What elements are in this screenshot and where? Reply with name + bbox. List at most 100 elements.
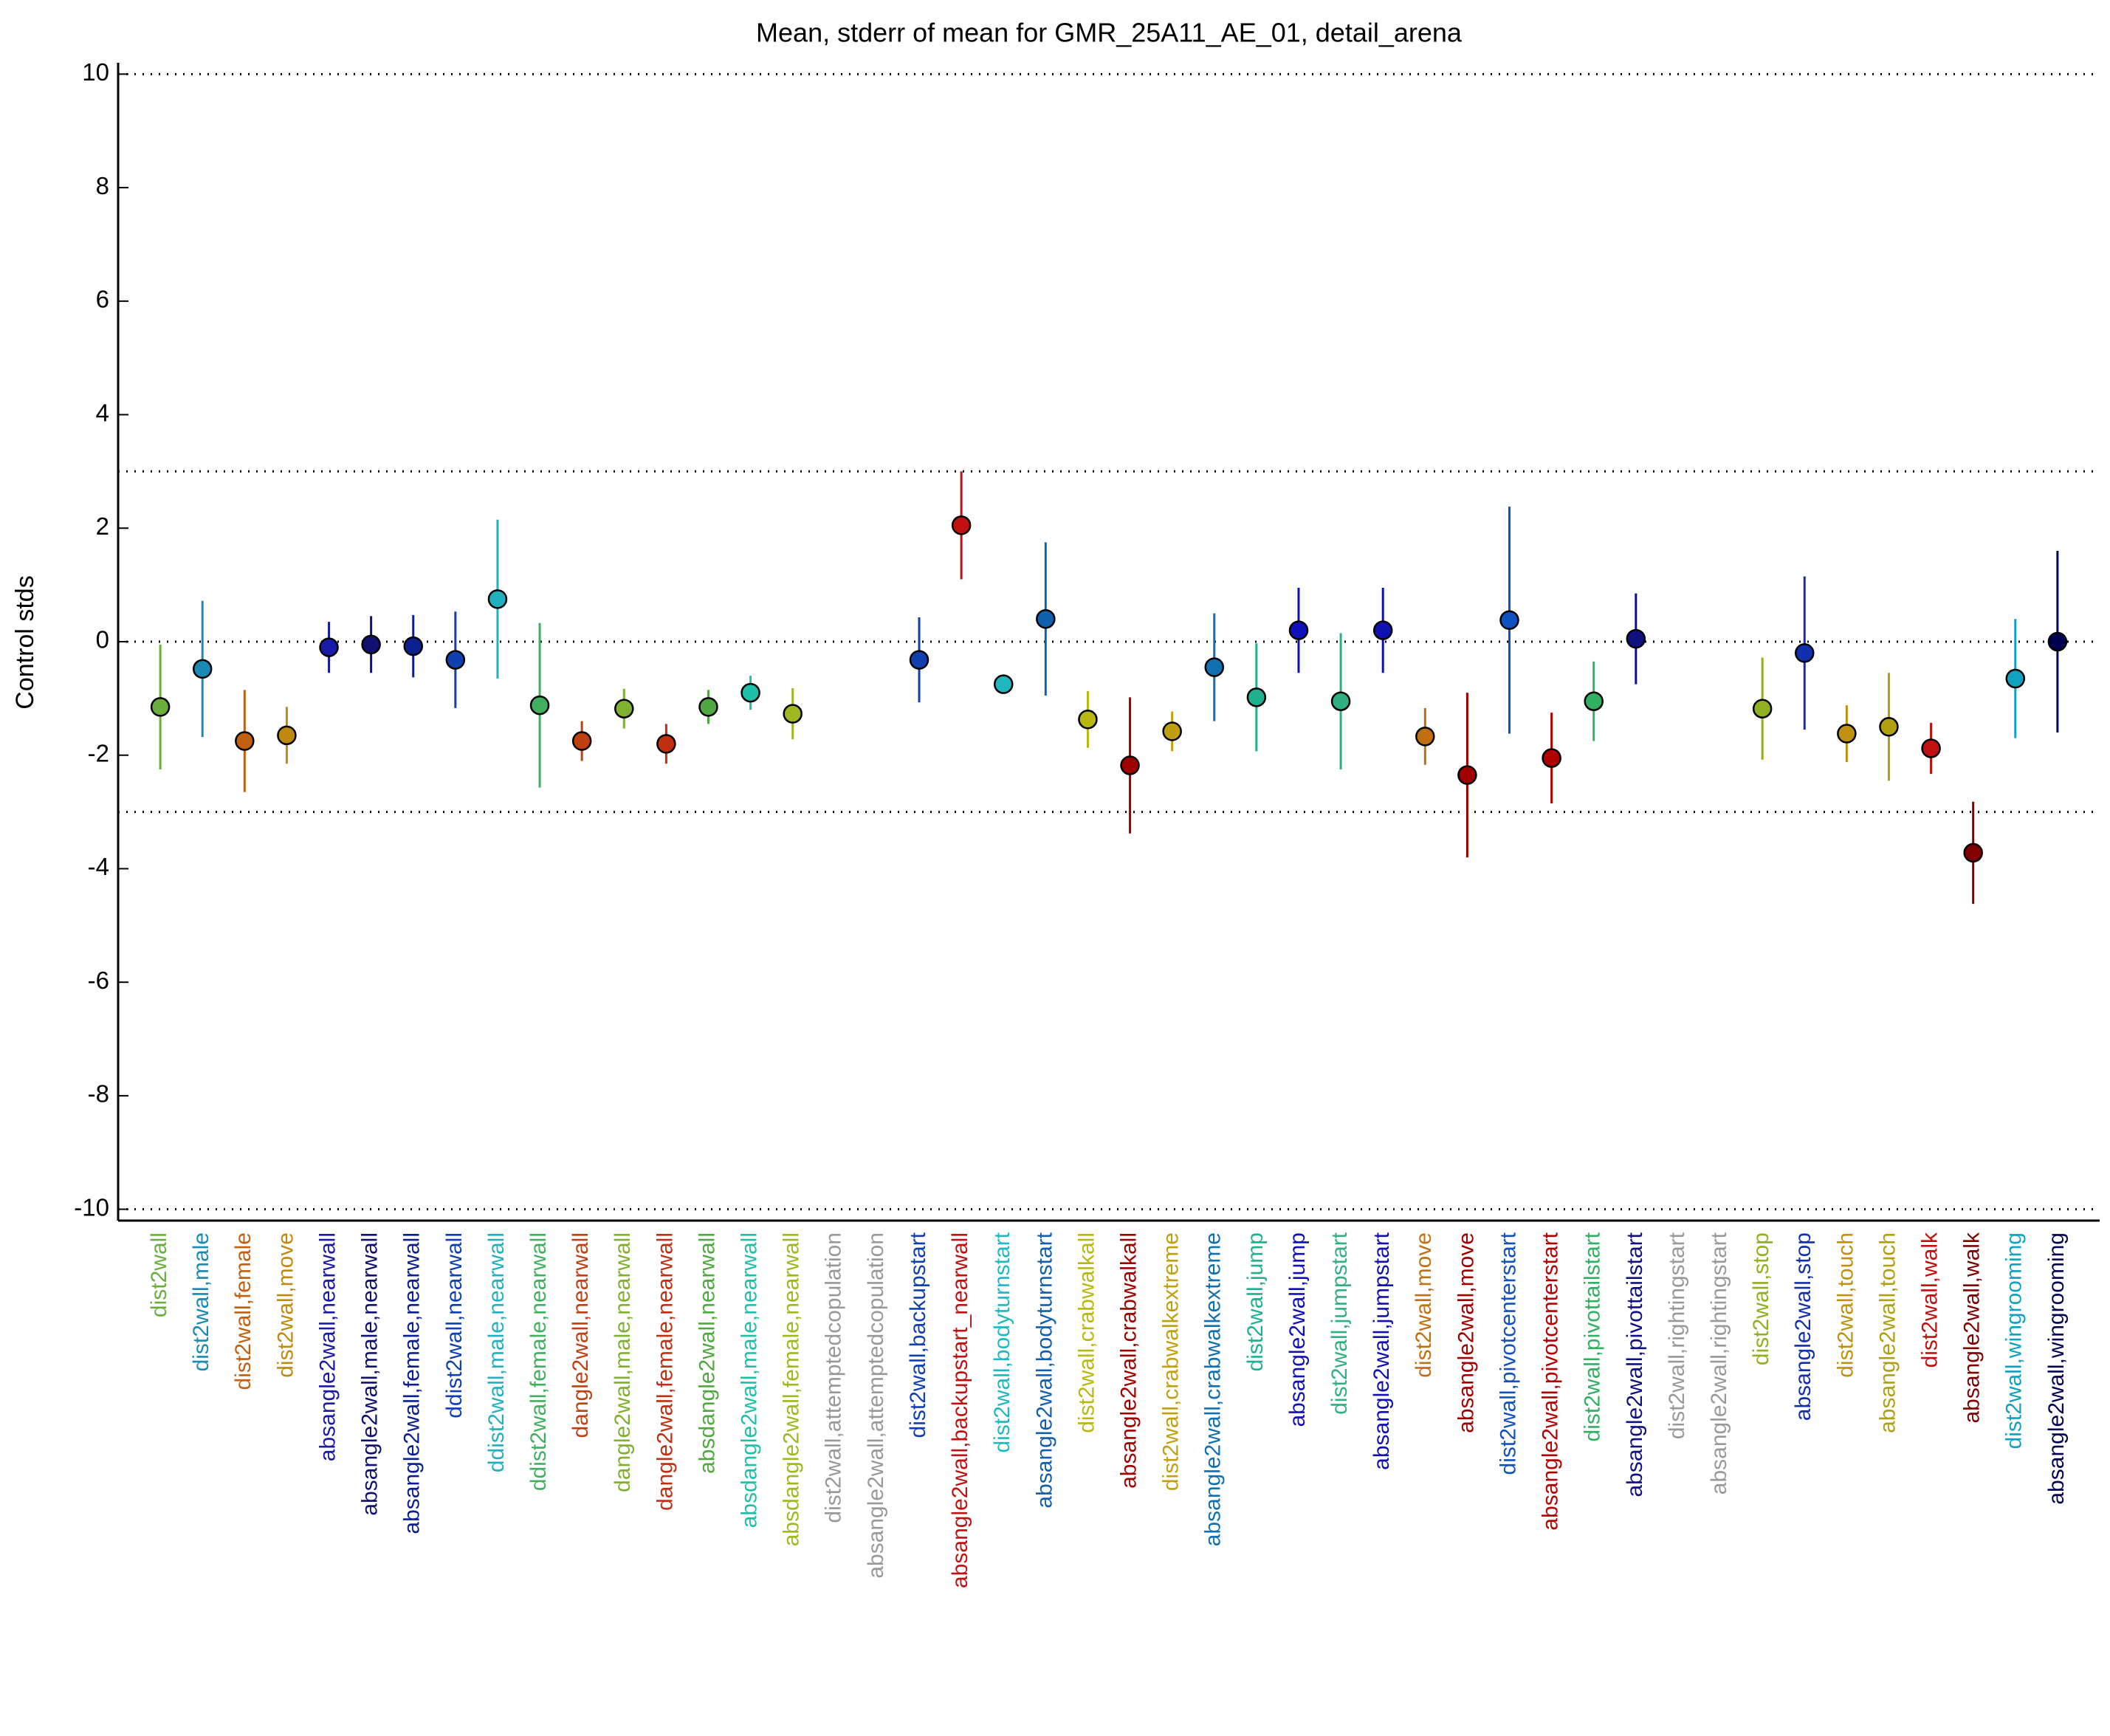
mean-marker <box>1752 699 1773 718</box>
x-tick-label: absdangle2wall,male,nearwall <box>738 1232 762 1528</box>
x-tick-label: dist2wall,pivottailstart <box>1581 1232 1605 1441</box>
x-tick-label: absangle2wall,touch <box>1875 1232 1900 1433</box>
x-tick-label: dist2wall,rightingstart <box>1665 1232 1689 1439</box>
x-tick-label: absangle2wall,move <box>1454 1232 1478 1433</box>
mean-marker <box>783 704 803 724</box>
x-tick-label: absangle2wall,walk <box>1960 1232 1984 1423</box>
x-tick-label: absangle2wall,female,nearwall <box>400 1232 425 1534</box>
chart-title: Mean, stderr of mean for GMR_25A11_AE_01… <box>756 18 1463 48</box>
x-tick-label: absangle2wall,pivottailstart <box>1623 1232 1647 1497</box>
mean-marker <box>1330 691 1351 711</box>
mean-marker <box>2047 631 2068 652</box>
x-tick-label: absangle2wall,stop <box>1791 1232 1815 1421</box>
mean-marker <box>740 682 760 703</box>
x-tick-label: absdangle2wall,nearwall <box>695 1232 719 1474</box>
mean-marker <box>909 650 929 670</box>
mean-marker <box>1036 609 1056 629</box>
x-tick-label: dist2wall,wingrooming <box>2002 1232 2027 1449</box>
x-tick-label: dangle2wall,female,nearwall <box>653 1232 677 1511</box>
mean-marker <box>614 699 634 718</box>
x-tick-label: dist2wall,pivotcenterstart <box>1496 1232 1520 1475</box>
y-tick-label: 4 <box>96 399 109 426</box>
mean-marker <box>192 659 213 679</box>
mean-marker <box>1584 691 1604 711</box>
mean-marker <box>656 734 676 754</box>
mean-marker <box>403 636 423 656</box>
mean-marker <box>698 697 718 717</box>
y-tick-label: -4 <box>88 853 109 880</box>
x-tick-label: absangle2wall,crabwalkextreme <box>1201 1232 1226 1546</box>
mean-marker <box>1204 657 1225 677</box>
x-tick-label: absangle2wall,crabwalkall <box>1116 1232 1141 1489</box>
mean-marker <box>571 731 592 751</box>
mean-marker <box>1246 687 1267 707</box>
mean-marker <box>1921 738 1941 758</box>
x-tick-label: dist2wall,jump <box>1243 1232 1268 1371</box>
x-tick-label: dist2wall,backupstart <box>906 1232 930 1438</box>
x-tick-label: absangle2wall,male,nearwall <box>358 1232 382 1516</box>
mean-marker <box>1626 628 1646 649</box>
mean-marker <box>951 515 972 535</box>
y-axis-label: Control stds <box>11 575 39 709</box>
x-tick-label: dist2wall,walk <box>1917 1232 1942 1368</box>
x-tick-label: dist2wall,crabwalkall <box>1074 1232 1099 1433</box>
x-tick-label: absangle2wall,nearwall <box>315 1232 340 1461</box>
mean-marker <box>1078 710 1098 730</box>
x-tick-label: absangle2wall,attemptedcopulation <box>864 1232 888 1579</box>
mean-marker <box>1162 721 1182 741</box>
x-tick-label: absangle2wall,jumpstart <box>1370 1232 1394 1470</box>
x-tick-label: absangle2wall,backupstart_nearwall <box>948 1232 972 1588</box>
mean-marker <box>150 697 171 717</box>
mean-marker <box>445 650 466 670</box>
x-tick-label: dist2wall,bodyturnstart <box>990 1232 1014 1452</box>
y-tick-label: 0 <box>96 626 109 653</box>
y-tick-label: 8 <box>96 172 109 199</box>
mean-marker <box>1879 717 1899 737</box>
mean-marker <box>1120 755 1140 775</box>
mean-marker <box>1499 610 1519 631</box>
x-tick-label: dist2wall,male <box>189 1232 213 1371</box>
x-tick-label: absangle2wall,jump <box>1285 1232 1310 1427</box>
x-tick-label: dangle2wall,male,nearwall <box>611 1232 635 1492</box>
x-tick-label: absangle2wall,bodyturnstart <box>1032 1232 1056 1508</box>
x-tick-label: dist2wall,crabwalkextreme <box>1159 1232 1183 1491</box>
mean-marker <box>1372 620 1393 640</box>
x-tick-label: ddist2wall,male,nearwall <box>484 1232 509 1472</box>
mean-marker <box>1795 643 1815 663</box>
y-tick-label: -6 <box>88 967 109 994</box>
mean-marker <box>1542 748 1561 768</box>
mean-marker <box>1288 620 1309 640</box>
mean-marker <box>993 674 1014 694</box>
x-tick-label: dist2wall,attemptedcopulation <box>822 1232 846 1523</box>
x-tick-label: dist2wall,touch <box>1833 1232 1858 1378</box>
y-tick-label: 2 <box>96 512 109 540</box>
x-tick-label: absdangle2wall,female,nearwall <box>780 1232 804 1546</box>
x-tick-label: dist2wall,move <box>273 1232 298 1378</box>
mean-marker <box>487 589 508 609</box>
x-tick-label: ddist2wall,nearwall <box>442 1232 467 1418</box>
x-tick-label: dist2wall,female <box>231 1232 255 1390</box>
x-tick-label: dist2wall,jumpstart <box>1327 1232 1352 1414</box>
mean-marker <box>1415 727 1435 747</box>
mean-marker <box>277 725 297 746</box>
x-tick-label: ddist2wall,female,nearwall <box>526 1232 551 1491</box>
x-tick-label: dist2wall <box>147 1232 171 1317</box>
mean-marker <box>1457 765 1477 785</box>
y-tick-label: -10 <box>74 1193 109 1221</box>
mean-marker <box>319 637 339 657</box>
x-tick-label: absangle2wall,rightingstart <box>1707 1232 1731 1495</box>
y-tick-label: 6 <box>96 286 109 313</box>
y-tick-label: -2 <box>88 739 109 766</box>
x-tick-label: absangle2wall,wingrooming <box>2044 1232 2069 1505</box>
x-tick-label: dist2wall,stop <box>1749 1232 1773 1365</box>
x-tick-label: dangle2wall,nearwall <box>568 1232 593 1438</box>
mean-marker <box>529 695 550 716</box>
mean-marker <box>1837 724 1857 744</box>
x-tick-label: dist2wall,move <box>1412 1232 1436 1378</box>
y-tick-label: -8 <box>88 1080 109 1108</box>
mean-marker <box>235 731 255 751</box>
y-tick-label: 10 <box>82 58 109 86</box>
x-tick-label: absangle2wall,pivotcenterstart <box>1539 1232 1563 1530</box>
mean-marker <box>361 634 381 655</box>
